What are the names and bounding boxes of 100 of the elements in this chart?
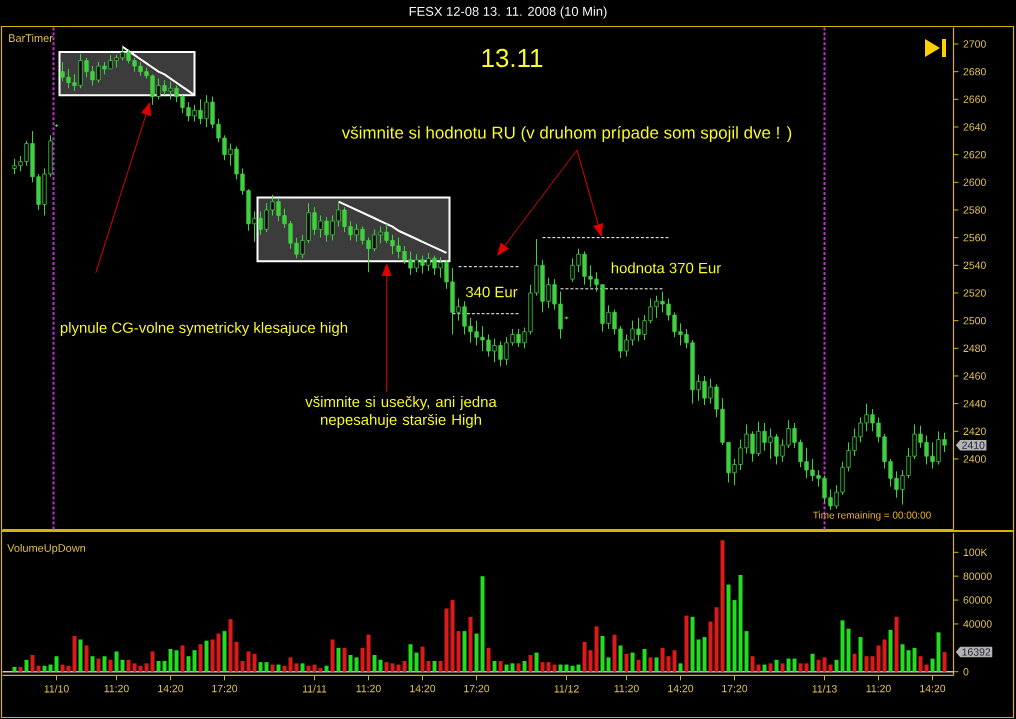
y-tick-label: 2620 — [963, 150, 986, 159]
bar — [378, 659, 383, 672]
y-tick-label: 2660 — [963, 95, 986, 104]
bar — [66, 665, 71, 672]
bar — [786, 658, 791, 672]
bar — [288, 657, 293, 672]
bar — [828, 664, 833, 672]
bar — [876, 645, 881, 672]
bar — [690, 616, 695, 672]
bar — [222, 631, 227, 672]
y-tick-label: 2600 — [963, 178, 986, 187]
bar — [516, 663, 521, 672]
bar — [354, 657, 359, 672]
bar — [432, 660, 437, 672]
bar — [762, 664, 767, 672]
bar — [732, 600, 737, 672]
bar — [48, 664, 53, 672]
y-tick-label: 2700 — [963, 40, 986, 48]
bar — [228, 619, 233, 672]
bar — [324, 665, 329, 672]
bar — [414, 652, 419, 672]
bar — [474, 633, 479, 672]
bar — [294, 663, 299, 672]
bar — [558, 664, 563, 672]
bar — [930, 658, 935, 672]
annotation: hodnota 370 Eur — [611, 262, 721, 274]
bar — [18, 666, 23, 672]
annotation: 13.11 — [482, 48, 543, 68]
x-tick-label: 14:20 — [668, 684, 694, 693]
bar — [528, 655, 533, 672]
bar — [684, 615, 689, 672]
y-tick-label: 80000 — [963, 572, 992, 580]
bar — [774, 659, 779, 672]
bar — [390, 663, 395, 672]
bar — [300, 663, 305, 672]
bar — [366, 634, 371, 672]
bar — [36, 665, 41, 672]
bar — [738, 574, 743, 672]
x-tick-label: 17:20 — [464, 684, 490, 693]
bar — [126, 659, 131, 672]
chart-title: FESX 12-08 13. 11. 2008 (10 Min) — [409, 6, 607, 19]
bar — [594, 626, 599, 672]
y-tick-label: 2580 — [963, 206, 986, 214]
y-tick-label: 2440 — [963, 399, 986, 408]
bar — [720, 540, 725, 672]
annotation: všimnite si usečky, ani jedna nepesahuje staršie High — [305, 396, 497, 428]
bar — [318, 668, 323, 672]
annotation: všimnite si hodnotu RU (v druhom prípade som spojil dve ! ) — [341, 126, 792, 142]
x-tick-label: 14:20 — [158, 684, 184, 693]
bar — [492, 660, 497, 672]
y-tick-label: 40000 — [963, 620, 992, 628]
bar — [234, 641, 239, 672]
y-tick-label: 60000 — [963, 596, 992, 604]
y-tick-label: 2560 — [963, 233, 986, 242]
bar — [654, 657, 659, 672]
bar — [372, 655, 377, 672]
bar — [420, 646, 425, 672]
bar — [714, 607, 719, 672]
y-tick-label: 2460 — [963, 372, 986, 380]
bar — [60, 664, 65, 672]
bar — [546, 662, 551, 672]
bar — [216, 633, 221, 672]
bar — [792, 658, 797, 672]
x-tick-label: 11/12 — [554, 684, 579, 693]
bar — [312, 664, 317, 672]
bar — [534, 652, 539, 672]
bar — [24, 659, 29, 672]
bar — [804, 663, 809, 672]
bar — [282, 665, 287, 672]
x-tick-label: 11:20 — [104, 684, 129, 693]
bar — [174, 650, 179, 672]
bar — [462, 631, 467, 672]
bar — [612, 634, 617, 672]
bar — [636, 659, 641, 672]
y-tick-label: 2540 — [963, 261, 986, 270]
x-tick-label: 17:20 — [722, 684, 748, 693]
bar — [258, 662, 263, 672]
bar — [540, 662, 545, 672]
bar — [54, 656, 59, 672]
bar — [846, 628, 851, 672]
bar — [642, 649, 647, 672]
x-tick-label: 14:20 — [410, 684, 436, 693]
y-tick-label: 2680 — [963, 67, 986, 76]
x-tick-label: 11/11 — [302, 684, 327, 693]
bar — [672, 650, 677, 672]
bar — [402, 660, 407, 672]
bar — [336, 647, 341, 672]
bar — [30, 655, 35, 672]
bar — [84, 645, 89, 672]
bar — [306, 665, 311, 672]
bar — [798, 663, 803, 672]
bar — [852, 653, 857, 672]
bar — [744, 631, 749, 672]
bar — [588, 650, 593, 672]
bar — [426, 660, 431, 672]
bar — [246, 651, 251, 672]
bar — [198, 644, 203, 672]
candlestick — [282, 208, 287, 229]
bar — [864, 656, 869, 672]
bar — [480, 576, 485, 672]
